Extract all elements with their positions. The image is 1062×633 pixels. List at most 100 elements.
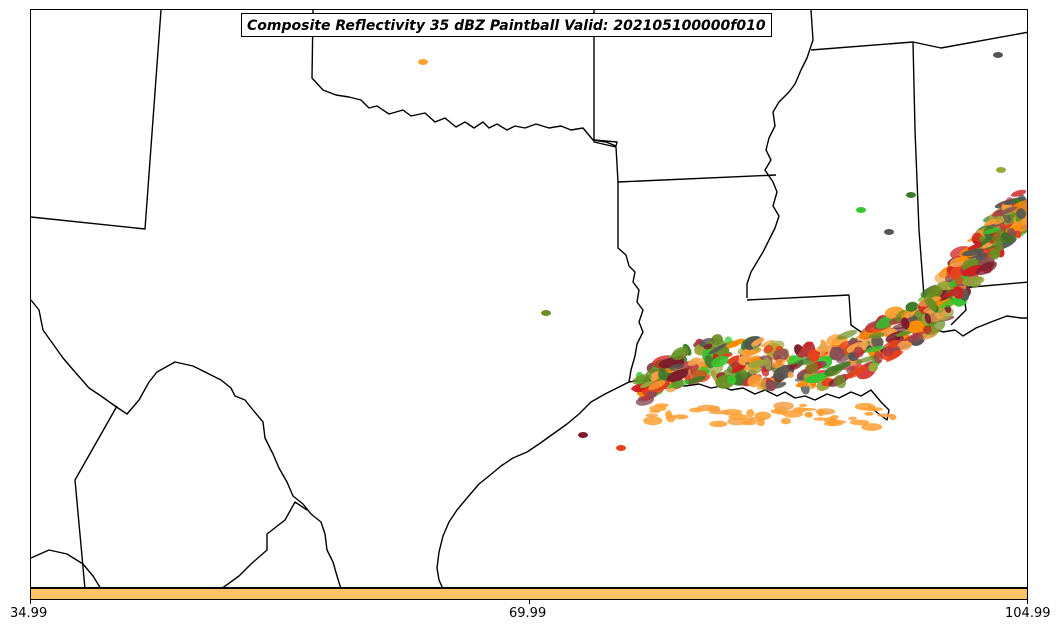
paintball-blob: [685, 375, 706, 385]
paintball-blob: [998, 226, 1006, 232]
state-boundaries: [31, 10, 1027, 587]
paintball-blob: [855, 355, 879, 364]
louisiana-coastline: [628, 379, 890, 421]
paintball-blob: [906, 192, 916, 198]
colorbar-tick-mark-right: [1027, 600, 1028, 604]
paintball-blob: [820, 339, 829, 352]
paintball-blob: [922, 325, 932, 334]
paintball-blob: [809, 382, 817, 389]
paintball-blob: [632, 374, 652, 385]
paintball-blob: [418, 59, 428, 65]
paintball-blob: [883, 339, 900, 349]
paintball-blob: [541, 310, 551, 316]
nm-east-border: [31, 10, 162, 230]
paintball-blob: [765, 380, 777, 392]
paintball-blob: [709, 420, 728, 428]
paintball-blob: [829, 346, 845, 361]
paintball-blob: [731, 363, 747, 373]
map-canvas: [31, 10, 1027, 587]
colorbar-tick-right: 104.99: [1005, 606, 1051, 621]
paintball-blob: [882, 346, 894, 357]
paintball-blob: [751, 337, 765, 347]
paintball-blob: [943, 287, 963, 298]
paintball-blob: [687, 357, 701, 366]
map-panel: [30, 9, 1028, 588]
paintball-blob: [667, 380, 690, 389]
mexico-state-line-1: [74, 405, 118, 587]
paintball-blob: [726, 338, 745, 349]
paintball-blob: [727, 375, 736, 385]
paintball-blob: [798, 403, 808, 408]
paintball-blob: [645, 413, 659, 418]
tennessee-border: [810, 31, 1027, 51]
paintball-blob: [764, 357, 772, 371]
paintball-blob: [853, 346, 864, 358]
paintball-blob: [726, 355, 740, 364]
paintball-blob: [787, 371, 794, 378]
paintball-blob: [805, 411, 813, 418]
paintball-blob: [938, 297, 961, 309]
colorbar-tick-left: 34.99: [10, 606, 48, 621]
colorbar-tick-mark-left: [30, 600, 31, 604]
paintball-blob: [989, 248, 1001, 260]
paintball-blob: [639, 380, 654, 389]
paintball-blob: [907, 320, 925, 334]
paintball-blob: [961, 248, 985, 257]
paintball-blob: [828, 419, 847, 425]
paintball-blob: [903, 312, 915, 318]
paintball-blob: [889, 414, 897, 421]
paintball-blob: [689, 407, 704, 413]
paintball-blob: [708, 410, 730, 415]
paintball-blob: [871, 335, 884, 349]
paintball-blob: [792, 407, 807, 413]
paintball-blob: [805, 361, 819, 374]
paintball-blob: [984, 219, 997, 226]
paintball-blob: [824, 366, 839, 377]
paintball-blob: [834, 374, 847, 389]
paintball-blob: [1016, 208, 1027, 219]
paintball-blob: [1007, 227, 1016, 237]
paintball-blob: [898, 340, 912, 351]
paintball-blob: [962, 276, 985, 287]
paintball-blob: [649, 405, 667, 412]
paintball-blob: [711, 355, 729, 368]
paintball-blob: [788, 355, 796, 361]
paintball-blob: [873, 351, 883, 364]
paintball-blob: [754, 411, 772, 421]
paintball-blob: [1018, 194, 1026, 202]
alabama-west-border: [912, 41, 930, 329]
paintball-blob: [780, 417, 792, 425]
paintball-blob: [807, 349, 820, 362]
oklahoma-texas-border: [311, 10, 618, 147]
paintball-blob: [773, 381, 787, 389]
paintball-blob: [861, 423, 883, 431]
paintball-blob: [671, 346, 689, 361]
paintball-blob: [646, 390, 658, 398]
paintball-blob: [868, 362, 878, 372]
paintball-blob: [721, 409, 743, 416]
paintball-blob: [805, 372, 829, 384]
texas-coastline: [436, 381, 630, 587]
paintball-blob: [864, 411, 874, 416]
paintball-blob: [836, 329, 858, 340]
paintball-blob: [884, 229, 894, 235]
paintball-blob: [1011, 189, 1027, 197]
paintball-blob: [616, 445, 626, 451]
paintball-blob: [864, 345, 885, 353]
paintball-blob: [895, 329, 914, 337]
paintball-blob: [676, 367, 690, 375]
paintball-blob: [770, 408, 785, 414]
paintball-blob: [728, 413, 748, 421]
paintball-blob: [578, 432, 588, 438]
paintball-blob: [924, 313, 932, 324]
paintball-blob: [746, 409, 755, 418]
paintball-blob: [771, 358, 786, 369]
paintball-blob: [704, 355, 715, 369]
paintball-blob: [772, 348, 789, 362]
paintball-blob: [761, 368, 770, 377]
paintball-blob: [760, 339, 775, 348]
paintball-blob: [739, 369, 748, 378]
paintball-blob: [795, 380, 809, 388]
paintball-blob: [740, 355, 760, 364]
paintball-blob: [848, 416, 857, 421]
